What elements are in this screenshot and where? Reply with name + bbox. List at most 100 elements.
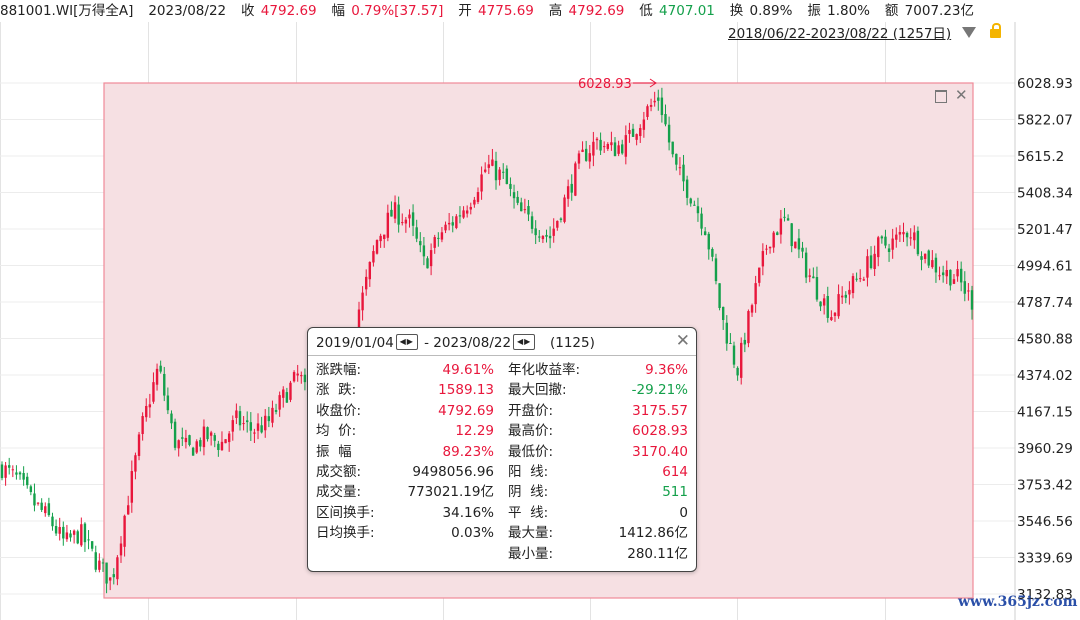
- stat-row: 开盘价: 3175.57: [508, 401, 688, 421]
- candle: [905, 231, 909, 247]
- stat-row: 最大量: 1412.86亿: [508, 523, 688, 543]
- candle: [859, 269, 862, 283]
- close-icon[interactable]: ✕: [675, 331, 690, 351]
- candle: [581, 141, 584, 153]
- stat-label: 区间换手:: [316, 504, 375, 521]
- candle: [657, 89, 660, 111]
- candle: [483, 162, 487, 174]
- candle: [242, 416, 245, 431]
- index-code: 881001.WI[万得全A]: [0, 3, 134, 19]
- close-icon[interactable]: ✕: [955, 86, 968, 104]
- maximize-icon[interactable]: [935, 90, 947, 103]
- stat-label: 年化收益率:: [508, 362, 581, 378]
- stat-row: 年化收益率: 9.36%: [508, 360, 688, 380]
- candle: [469, 202, 472, 215]
- stat-value: 6028.93: [632, 423, 688, 440]
- candle: [538, 229, 541, 243]
- candle: [220, 431, 224, 451]
- candle: [155, 363, 159, 391]
- candle: [624, 125, 628, 165]
- candle: [602, 141, 606, 153]
- candle: [365, 269, 368, 296]
- change-value: 0.79%[37.57]: [351, 3, 444, 19]
- candle: [671, 141, 674, 158]
- stat-label: 均 价:: [316, 423, 357, 440]
- start-date-stepper[interactable]: ◀▶: [395, 334, 418, 350]
- stat-row: 涨跌幅: 49.61%: [316, 360, 494, 380]
- candle: [851, 273, 855, 299]
- candle: [0, 461, 4, 481]
- candle: [588, 144, 591, 169]
- candle: [159, 360, 162, 374]
- candle: [595, 137, 599, 150]
- candle: [372, 245, 375, 267]
- candle: [599, 132, 602, 155]
- candle: [570, 174, 573, 201]
- candle: [480, 166, 483, 200]
- lock-icon[interactable]: [990, 23, 1001, 38]
- candle: [606, 142, 609, 151]
- stat-value: 0.03%: [451, 525, 494, 542]
- candle: [534, 220, 537, 245]
- candle: [264, 409, 267, 438]
- candle: [40, 498, 43, 513]
- candle: [393, 195, 397, 224]
- candle: [282, 386, 285, 408]
- date-range-selector[interactable]: 2018/06/22-2023/08/22 (1257日): [728, 26, 952, 42]
- stat-value: 1589.13: [438, 382, 494, 399]
- candle: [660, 87, 664, 123]
- peak-value-label: 6028.93: [578, 77, 632, 92]
- stat-label: 最大回撤:: [508, 382, 567, 399]
- candle: [404, 216, 408, 233]
- candle: [952, 274, 956, 285]
- open-value: 4775.69: [478, 3, 534, 19]
- candle: [58, 517, 61, 541]
- candle: [830, 310, 833, 321]
- candle: [822, 294, 826, 315]
- candle: [649, 98, 653, 112]
- end-date-stepper[interactable]: ◀▶: [513, 334, 536, 350]
- candle: [592, 131, 595, 167]
- candle: [191, 446, 195, 456]
- candle: [65, 524, 69, 542]
- stat-value: 614: [662, 464, 688, 480]
- candle: [545, 229, 548, 243]
- candle: [923, 253, 927, 264]
- candle: [408, 209, 411, 228]
- stat-value: 9.36%: [645, 362, 688, 378]
- candle: [840, 286, 844, 304]
- candle: [379, 233, 382, 248]
- candle: [527, 199, 530, 222]
- candle: [458, 206, 462, 224]
- candle: [833, 311, 837, 322]
- candle: [837, 284, 840, 319]
- quote-header: 881001.WI[万得全A] 2023/08/22 收 4792.69 幅 0…: [0, 0, 1080, 22]
- candle: [199, 437, 202, 452]
- candle: [491, 148, 494, 167]
- candle: [462, 206, 465, 219]
- stat-label: 最小量:: [508, 545, 554, 562]
- candle: [76, 529, 79, 545]
- candle: [87, 530, 90, 550]
- candle: [667, 116, 671, 151]
- open-label: 开: [458, 3, 472, 19]
- candle: [487, 154, 491, 175]
- y-axis: 6028.93 5822.07 5615.2 5408.34 5201.47 4994.6…: [1017, 76, 1073, 603]
- candle: [119, 536, 123, 563]
- low-value: 4707.01: [659, 3, 715, 19]
- candle: [383, 234, 386, 248]
- candle: [181, 427, 184, 446]
- candle: [916, 226, 920, 257]
- stat-value: 1412.86亿: [618, 525, 688, 542]
- y-tick-label: 3546.56: [1017, 514, 1073, 530]
- candle: [433, 234, 436, 254]
- y-tick-label: 3339.69: [1017, 551, 1073, 567]
- candle: [786, 214, 790, 221]
- candle: [808, 268, 811, 283]
- triangle-down-icon[interactable]: [962, 27, 976, 38]
- stat-value: 4792.69: [438, 402, 494, 419]
- interval-stats-panel: 2019/01/04 ◀▶ - 2023/08/22 ◀▶ (1125) ✕ 涨跌幅…: [307, 327, 697, 572]
- candle: [177, 439, 180, 457]
- candle: [426, 256, 429, 269]
- candle: [732, 341, 736, 369]
